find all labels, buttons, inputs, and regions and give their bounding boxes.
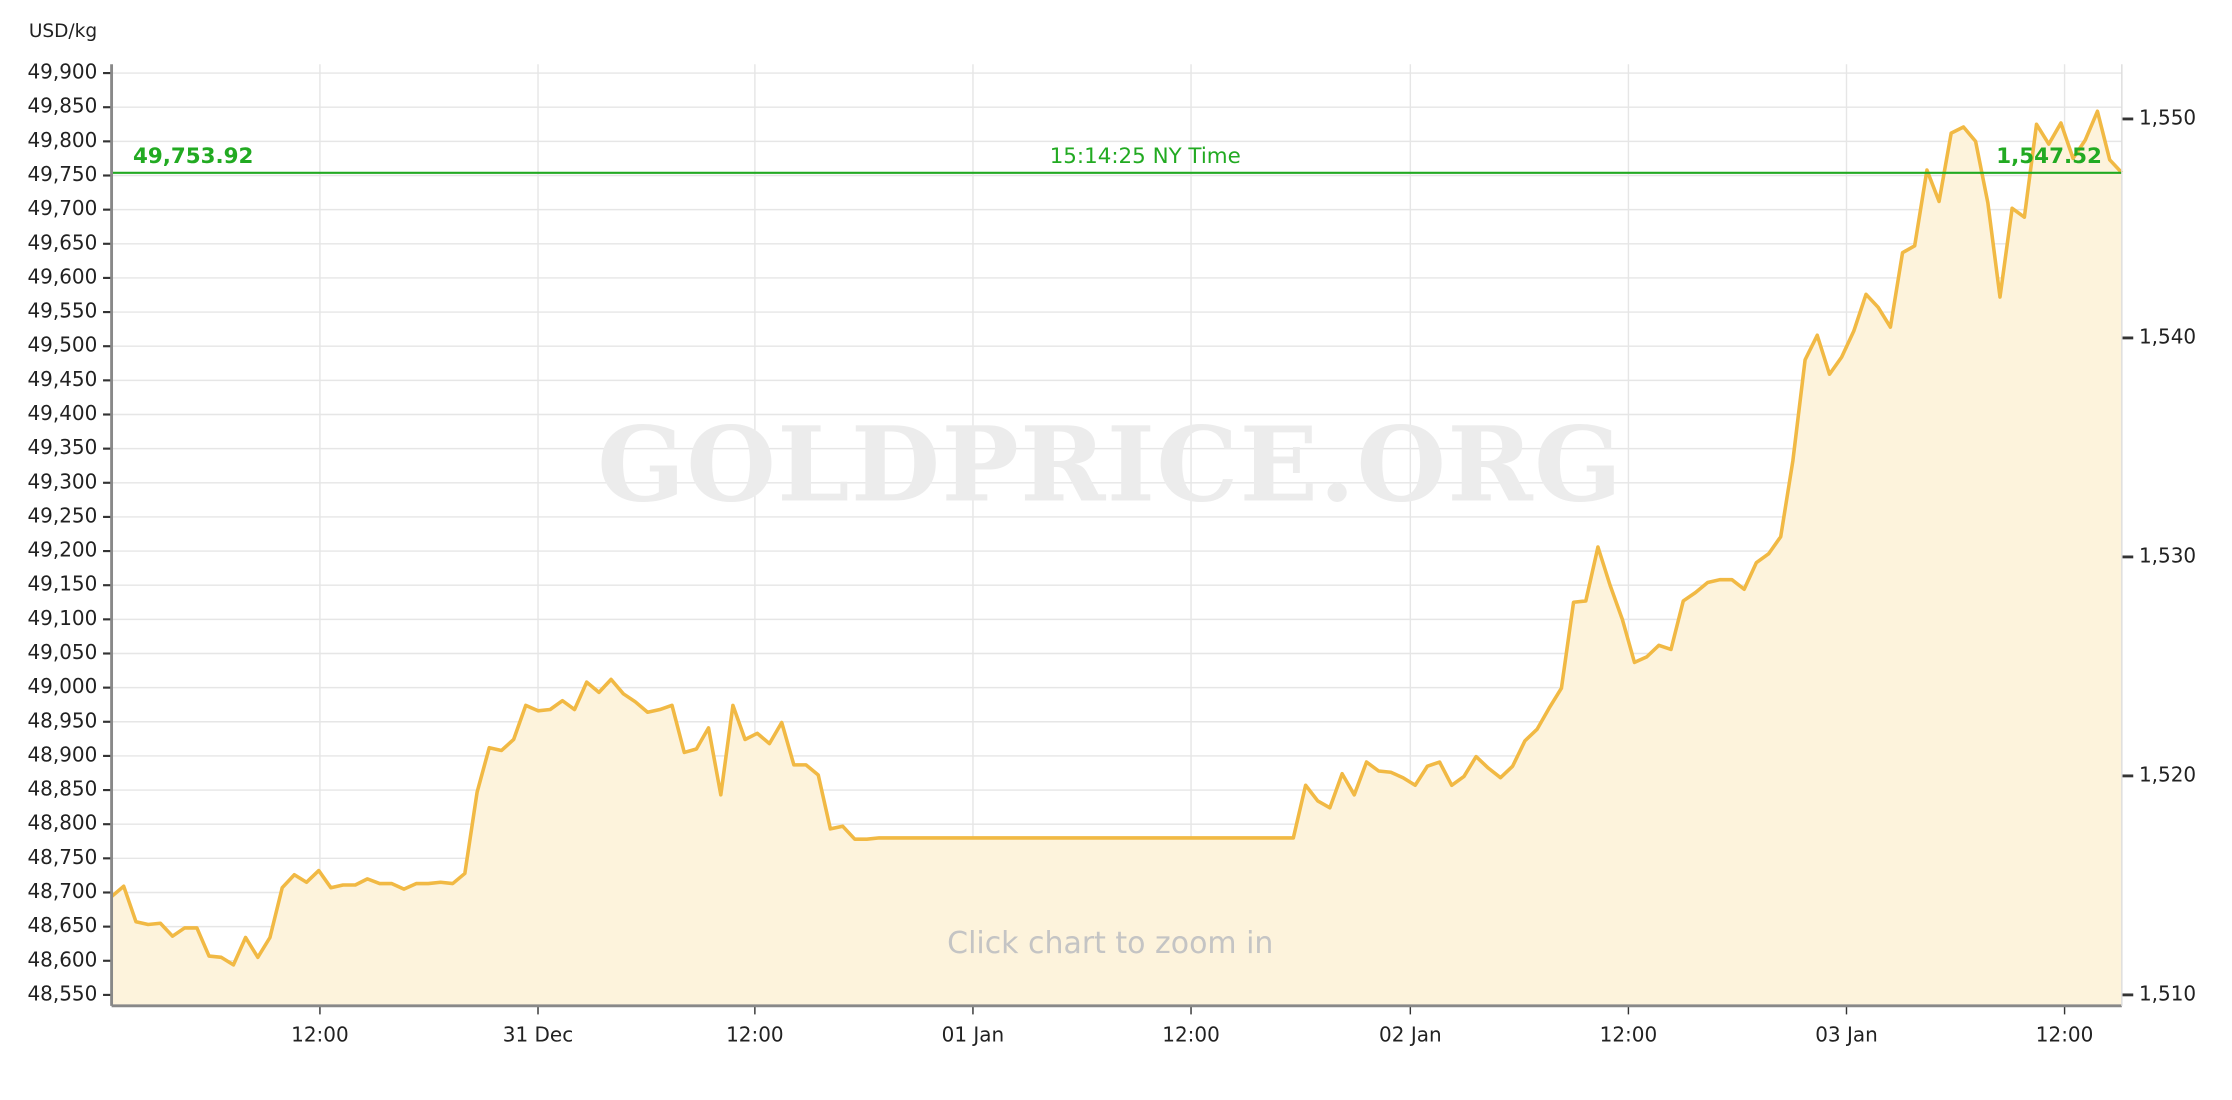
y-tick-label: 49,450 (27, 367, 97, 391)
area (111, 111, 2122, 1006)
current-price-label: 49,753.92 (133, 144, 253, 169)
x-tick-label: 01 Jan (942, 1022, 1005, 1046)
y-tick-label: 49,500 (27, 333, 97, 357)
watermark: GOLDPRICE.ORG (597, 406, 1623, 526)
current-time-label: 15:14:25 NY Time (1050, 144, 1241, 169)
x-tick-label: 31 Dec (503, 1022, 573, 1046)
y-tick-label: 49,650 (27, 230, 97, 254)
y-tick-label: 48,700 (27, 879, 97, 903)
y-tick-label: 49,250 (27, 503, 97, 527)
y-tick-label: 49,350 (27, 435, 97, 459)
y2-tick-label: 1,520 (2139, 762, 2196, 786)
plot: 49,753.92 15:14:25 NY Time 1,547.52 (110, 109, 2124, 1006)
y-tick-label: 48,900 (27, 742, 97, 766)
y-tick-label: 49,000 (27, 674, 97, 698)
y-tick-label: 49,200 (27, 538, 97, 562)
current-price-oz-label: 1,547.52 (1996, 144, 2102, 169)
y-tick-label: 49,800 (27, 128, 97, 152)
x-tick-label: 12:00 (1162, 1022, 1220, 1046)
y-tick-label: 48,750 (27, 845, 97, 869)
y-tick-label: 48,550 (27, 981, 97, 1005)
x-tick-label: 12:00 (2036, 1022, 2094, 1046)
y-tick-label: 49,550 (27, 299, 97, 323)
line (110, 109, 2124, 967)
zoom-hint: Click chart to zoom in (947, 926, 1273, 961)
y-tick-label: 49,600 (27, 264, 97, 288)
x-tick-label: 12:00 (1600, 1022, 1658, 1046)
y-tick-label: 48,850 (27, 777, 97, 801)
y2-tick-label: 1,510 (2139, 981, 2196, 1005)
y-tick-label: 49,300 (27, 469, 97, 493)
y-tick-label: 49,100 (27, 606, 97, 630)
y2-tick-label: 1,530 (2139, 543, 2196, 567)
y-tick-label: 48,800 (27, 811, 97, 835)
y2-tick-label: 1,550 (2139, 105, 2196, 129)
y-tick-label: 49,900 (27, 60, 97, 84)
y-tick-label: 49,700 (27, 196, 97, 220)
y-tick-label: 49,150 (27, 572, 97, 596)
y-tick-label: 49,050 (27, 640, 97, 664)
x-tick-label: 02 Jan (1379, 1022, 1442, 1046)
y-tick-label: 49,750 (27, 162, 97, 186)
y-tick-label: 48,600 (27, 947, 97, 971)
y2-tick-label: 1,540 (2139, 324, 2196, 348)
y-axis-label: USD/kg (29, 21, 97, 42)
y-tick-label: 49,400 (27, 401, 97, 425)
axes: 48,550 48,600 48,650 48,700 48,750 48,800 48,8… (27, 60, 2196, 1047)
y-tick-label: 48,650 (27, 913, 97, 937)
x-tick-label: 12:00 (291, 1022, 349, 1046)
x-tick-label: 03 Jan (1815, 1022, 1878, 1046)
y-tick-label: 49,850 (27, 94, 97, 118)
y-tick-label: 48,950 (27, 708, 97, 732)
x-tick-label: 12:00 (726, 1022, 784, 1046)
